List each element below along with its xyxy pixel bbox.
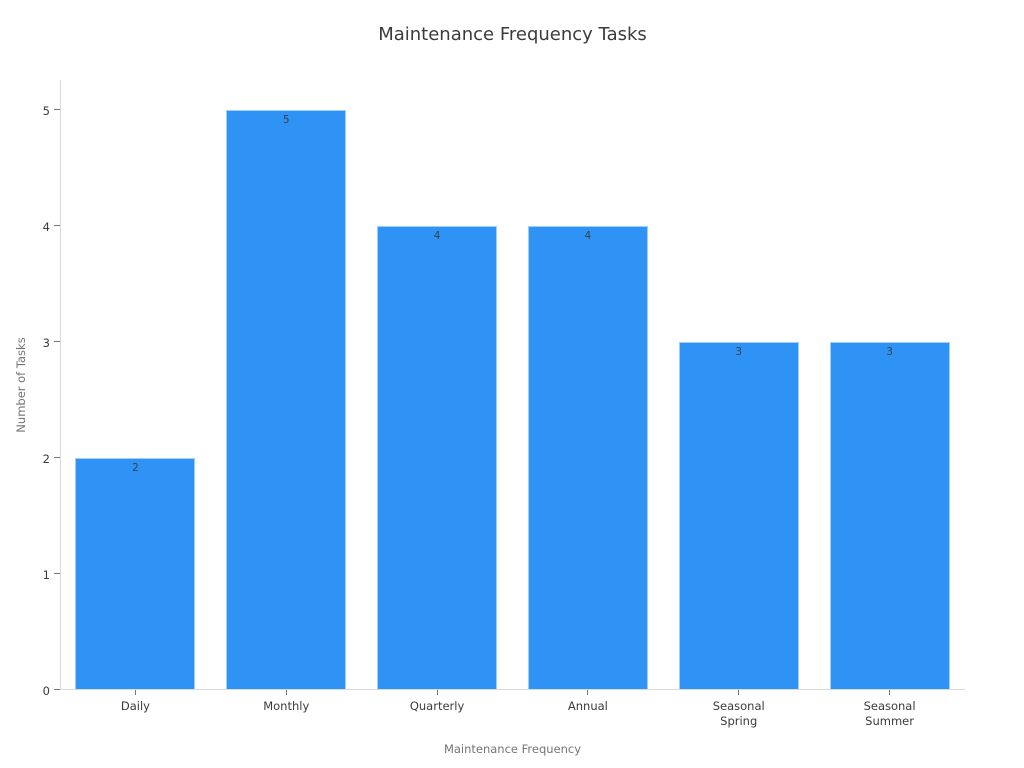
x-axis-spine (60, 689, 965, 690)
bar-monthly: 5 (226, 110, 347, 690)
y-tick-mark (54, 109, 60, 110)
y-tick-label: 4 (42, 220, 50, 234)
x-tick-mark (436, 690, 438, 695)
x-tick-cell: Quarterly (362, 690, 513, 729)
y-axis-label: Number of Tasks (14, 337, 28, 433)
x-tick-mark (587, 690, 589, 695)
bar-daily: 2 (75, 458, 196, 690)
y-tick-mark (54, 573, 60, 574)
x-tick-cell: Daily (60, 690, 211, 729)
bar-slot: 3 (663, 110, 814, 690)
x-tick-label: Seasonal Summer (863, 699, 916, 728)
x-tick-label: Annual (567, 699, 608, 713)
bar-seasonal-spring: 3 (678, 342, 799, 690)
bar-slot: 4 (362, 110, 513, 690)
x-tick-cell: Seasonal Summer (814, 690, 965, 729)
y-tick-mark (54, 225, 60, 226)
bar-quarterly: 4 (377, 226, 498, 690)
y-axis-spine (60, 80, 61, 690)
bar-slot: 4 (512, 110, 663, 690)
bars-row: 2 5 4 4 3 3 (60, 110, 965, 690)
x-tick-mark (738, 690, 740, 695)
x-tick-label: Daily (120, 699, 150, 713)
bar-seasonal-summer: 3 (829, 342, 950, 690)
y-tick-label: 1 (42, 568, 50, 582)
bar-value-label: 3 (735, 346, 743, 358)
plot-area: 2 5 4 4 3 3 0 1 2 3 4 5 Daily Monthly Quarterly Annua… (43, 80, 965, 728)
x-tick-mark (134, 690, 136, 695)
bar-annual: 4 (527, 226, 648, 690)
bar-value-label: 5 (282, 114, 290, 126)
x-tick-label: Seasonal Spring (712, 699, 765, 728)
bar-value-label: 2 (132, 462, 139, 474)
x-axis-label: Maintenance Frequency (443, 742, 582, 756)
x-tick-mark (889, 690, 891, 695)
y-tick-label: 5 (42, 104, 50, 118)
chart-title: Maintenance Frequency Tasks (378, 24, 647, 45)
bar-slot: 3 (814, 110, 965, 690)
bar-value-label: 4 (584, 230, 592, 242)
y-tick-label: 0 (42, 684, 50, 698)
bar-value-label: 4 (433, 230, 441, 242)
y-tick-label: 3 (42, 336, 50, 350)
y-tick-label: 2 (42, 452, 50, 466)
x-tick-cell: Monthly (211, 690, 362, 729)
x-tick-mark (285, 690, 287, 695)
x-tick-label: Monthly (263, 699, 310, 713)
bar-value-label: 3 (886, 346, 893, 358)
bar-slot: 5 (211, 110, 362, 690)
y-tick-mark (54, 341, 60, 342)
x-tick-cell: Annual (512, 690, 663, 729)
x-axis-ticks: Daily Monthly Quarterly Annual Seasonal Spri… (60, 690, 965, 729)
y-tick-mark (54, 689, 60, 690)
bar-slot: 2 (60, 110, 211, 690)
x-tick-cell: Seasonal Spring (663, 690, 814, 729)
y-tick-mark (54, 457, 60, 458)
x-tick-label: Quarterly (409, 699, 465, 713)
